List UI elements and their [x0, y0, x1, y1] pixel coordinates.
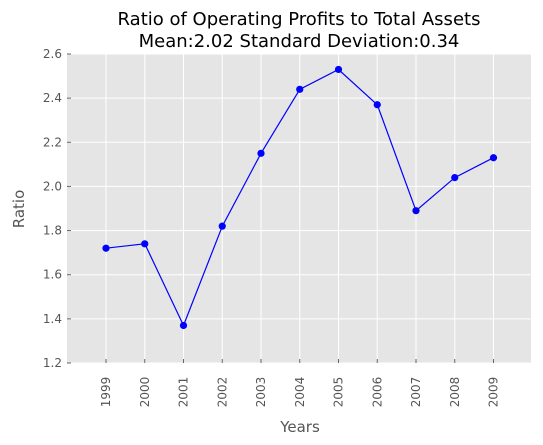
x-tick-label: 2008 — [448, 377, 462, 408]
y-tick-label: 2.2 — [43, 135, 62, 149]
data-point — [218, 222, 226, 230]
x-tick-label: 1999 — [99, 377, 113, 408]
data-point — [179, 321, 188, 330]
x-tick-label: 2004 — [293, 377, 307, 408]
data-point — [141, 240, 149, 248]
chart-title-line-2: Mean:2.02 Standard Deviation:0.34 — [139, 31, 460, 52]
x-tick-labels: 1999 2000 2001 2002 2003 2004 2005 2006 2007 2008… — [99, 377, 501, 408]
x-tick-label: 2003 — [254, 377, 268, 408]
x-tick-label: 2006 — [370, 377, 384, 408]
y-tick-label: 2.4 — [43, 91, 62, 105]
series-markers — [102, 65, 498, 330]
x-tick-label: 2000 — [138, 377, 152, 408]
x-tick-label: 2005 — [332, 377, 346, 408]
y-tick-label: 2.6 — [43, 47, 62, 61]
data-point — [102, 244, 110, 252]
y-tick-labels: 1.2 1.4 1.6 1.8 2.0 2.2 2.4 2.6 — [43, 47, 62, 370]
plot-area — [67, 54, 531, 363]
x-tick-label: 2007 — [409, 377, 423, 408]
data-point — [334, 65, 343, 74]
x-tick-label: 2001 — [177, 377, 191, 408]
grid-lines — [67, 53, 531, 364]
y-tick-label: 1.2 — [43, 356, 62, 370]
y-tick-label: 2.0 — [43, 179, 62, 193]
x-tick-label: 2009 — [487, 377, 501, 408]
data-point — [296, 85, 304, 93]
data-point — [451, 174, 459, 182]
x-axis-label: Years — [279, 418, 320, 436]
data-point — [489, 154, 498, 162]
chart-title-line-1: Ratio of Operating Profits to Total Asse… — [118, 9, 481, 30]
data-point — [412, 207, 420, 215]
tick-marks — [67, 53, 494, 364]
y-tick-label: 1.4 — [43, 312, 62, 326]
data-point — [373, 101, 381, 109]
y-axis-label: Ratio — [10, 190, 28, 229]
y-tick-label: 1.8 — [43, 224, 62, 238]
y-tick-label: 1.6 — [43, 268, 62, 282]
x-tick-label: 2002 — [215, 377, 229, 408]
data-point — [257, 149, 265, 157]
